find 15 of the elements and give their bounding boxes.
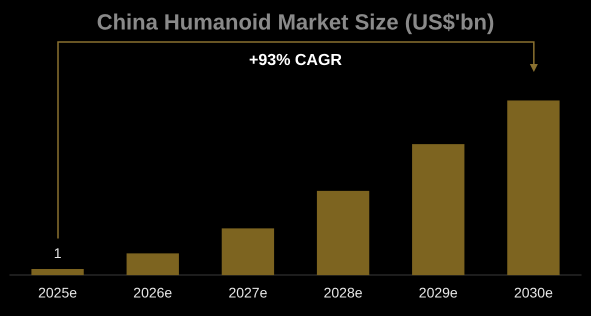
- bar: [507, 100, 560, 276]
- x-tick-label: 2028e: [324, 284, 363, 300]
- x-tick-label: 2030e: [514, 284, 554, 300]
- data-label: 1: [54, 244, 62, 261]
- bar: [316, 190, 370, 276]
- x-tick-label: 2026e: [133, 284, 172, 300]
- chart-title: China Humanoid Market Size (US$'bn): [96, 9, 494, 34]
- x-tick-label: 2025e: [38, 284, 78, 300]
- bar: [126, 253, 179, 276]
- bar: [412, 144, 464, 276]
- bar: [31, 268, 84, 276]
- x-tick-label: 2027e: [228, 284, 268, 300]
- bar: [222, 228, 274, 276]
- text: +93% CAGR: [249, 52, 342, 69]
- x-tick-label: 2029e: [418, 284, 458, 300]
